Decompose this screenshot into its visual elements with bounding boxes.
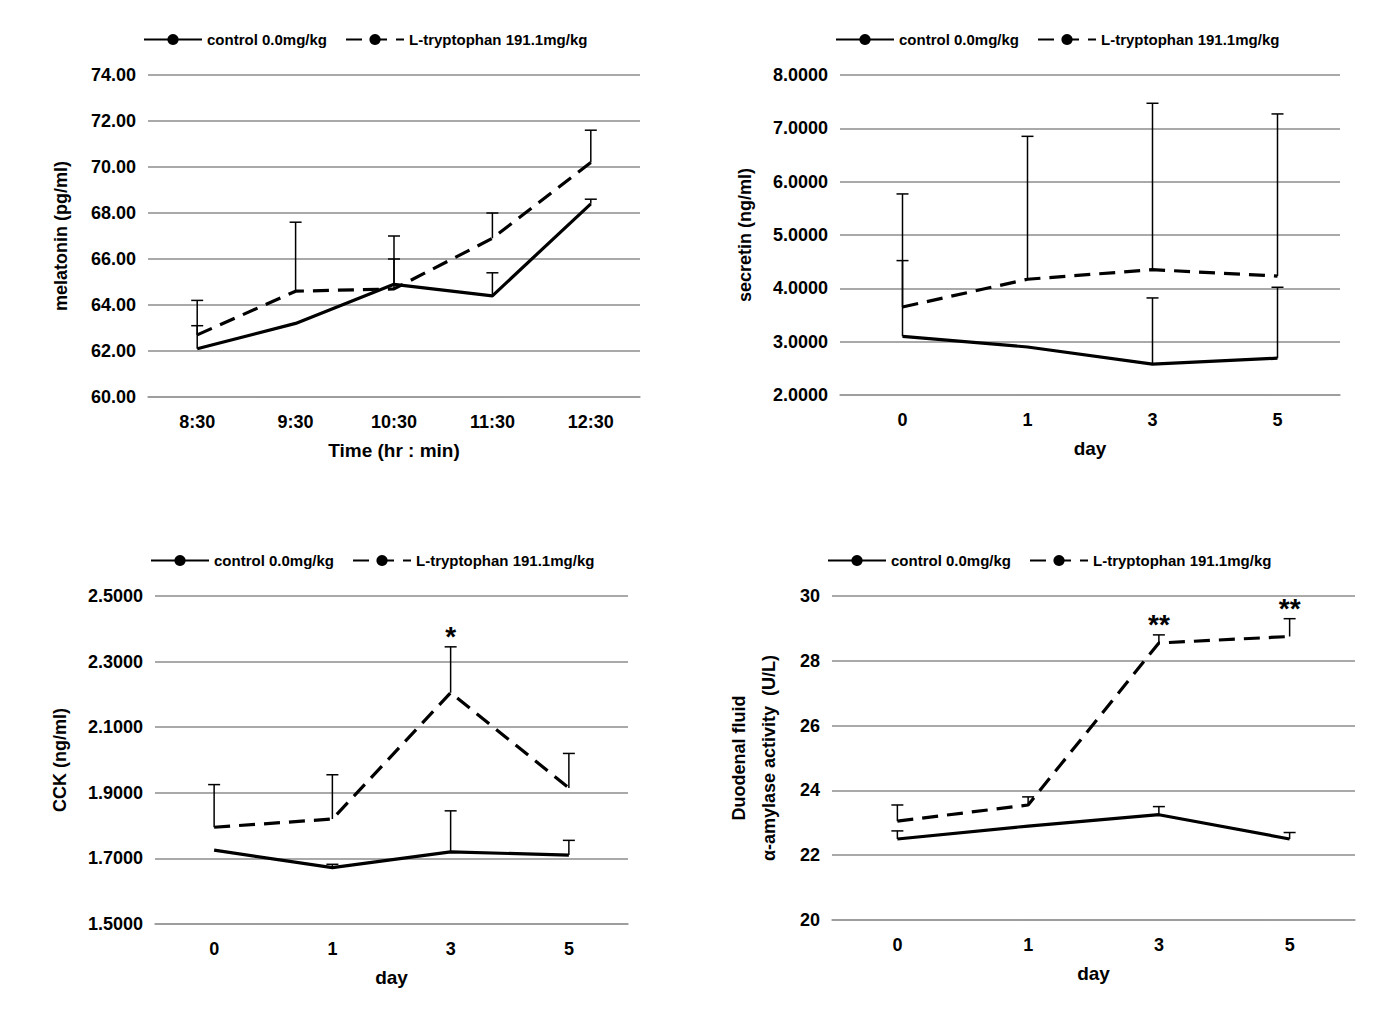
svg-text:L-tryptophan 191.1mg/kg: L-tryptophan 191.1mg/kg: [409, 31, 587, 48]
svg-text:L-tryptophan 191.1mg/kg: L-tryptophan 191.1mg/kg: [1101, 31, 1279, 48]
svg-text:0: 0: [897, 410, 907, 430]
svg-text:day: day: [1077, 963, 1110, 984]
svg-text:10:30: 10:30: [371, 412, 417, 432]
svg-text:8:30: 8:30: [179, 412, 215, 432]
svg-text:8.0000: 8.0000: [773, 65, 828, 85]
svg-text:1.7000: 1.7000: [88, 848, 143, 868]
svg-text:72.00: 72.00: [91, 111, 136, 131]
svg-text:12:30: 12:30: [568, 412, 614, 432]
svg-text:20: 20: [800, 910, 820, 930]
svg-text:28: 28: [800, 651, 820, 671]
svg-text:64.00: 64.00: [91, 295, 136, 315]
svg-text:9:30: 9:30: [278, 412, 314, 432]
svg-text:control 0.0mg/kg: control 0.0mg/kg: [214, 552, 334, 569]
svg-text:1: 1: [1022, 410, 1032, 430]
svg-text:CCK (ng/ml): CCK (ng/ml): [50, 708, 70, 812]
svg-text:68.00: 68.00: [91, 203, 136, 223]
svg-text:3.0000: 3.0000: [773, 332, 828, 352]
svg-text:62.00: 62.00: [91, 341, 136, 361]
svg-text:1: 1: [1023, 935, 1033, 955]
svg-text:11:30: 11:30: [470, 412, 515, 432]
svg-text:74.00: 74.00: [91, 65, 136, 85]
svg-text:30: 30: [800, 586, 820, 606]
svg-text:control 0.0mg/kg: control 0.0mg/kg: [891, 552, 1011, 569]
svg-text:2.5000: 2.5000: [88, 586, 143, 606]
svg-text:26: 26: [800, 716, 820, 736]
svg-text:3: 3: [1147, 410, 1157, 430]
svg-text:4.0000: 4.0000: [773, 278, 828, 298]
svg-text:24: 24: [800, 780, 820, 800]
svg-text:*: *: [445, 621, 456, 652]
svg-text:1: 1: [327, 939, 337, 959]
svg-text:Time (hr : min): Time (hr : min): [328, 440, 460, 461]
svg-text:3: 3: [1154, 935, 1164, 955]
svg-text:control 0.0mg/kg: control 0.0mg/kg: [899, 31, 1019, 48]
svg-text:0: 0: [892, 935, 902, 955]
svg-text:**: **: [1148, 609, 1170, 640]
svg-text:7.0000: 7.0000: [773, 118, 828, 138]
svg-text:1.5000: 1.5000: [88, 914, 143, 934]
svg-text:Duodenal fluid: Duodenal fluid: [729, 696, 749, 821]
svg-text:α-amylase activity (U/L): α-amylase activity (U/L): [759, 655, 779, 861]
svg-text:0: 0: [209, 939, 219, 959]
svg-text:1.9000: 1.9000: [88, 783, 143, 803]
svg-text:70.00: 70.00: [91, 157, 136, 177]
svg-text:L-tryptophan 191.1mg/kg: L-tryptophan 191.1mg/kg: [1093, 552, 1271, 569]
svg-text:control 0.0mg/kg: control 0.0mg/kg: [207, 31, 327, 48]
svg-text:60.00: 60.00: [91, 387, 136, 407]
svg-text:6.0000: 6.0000: [773, 172, 828, 192]
svg-text:L-tryptophan 191.1mg/kg: L-tryptophan 191.1mg/kg: [416, 552, 594, 569]
svg-text:2.3000: 2.3000: [88, 652, 143, 672]
svg-text:melatonin (pg/ml): melatonin (pg/ml): [51, 161, 71, 311]
svg-text:22: 22: [800, 845, 820, 865]
svg-text:day: day: [375, 967, 408, 988]
svg-text:day: day: [1074, 438, 1107, 459]
svg-text:5: 5: [564, 939, 574, 959]
svg-text:2.0000: 2.0000: [773, 385, 828, 405]
svg-text:secretin (ng/ml): secretin (ng/ml): [735, 168, 755, 302]
svg-text:66.00: 66.00: [91, 249, 136, 269]
svg-text:**: **: [1279, 593, 1301, 624]
svg-text:3: 3: [446, 939, 456, 959]
svg-text:5.0000: 5.0000: [773, 225, 828, 245]
svg-text:5: 5: [1285, 935, 1295, 955]
svg-text:5: 5: [1272, 410, 1282, 430]
svg-text:2.1000: 2.1000: [88, 717, 143, 737]
